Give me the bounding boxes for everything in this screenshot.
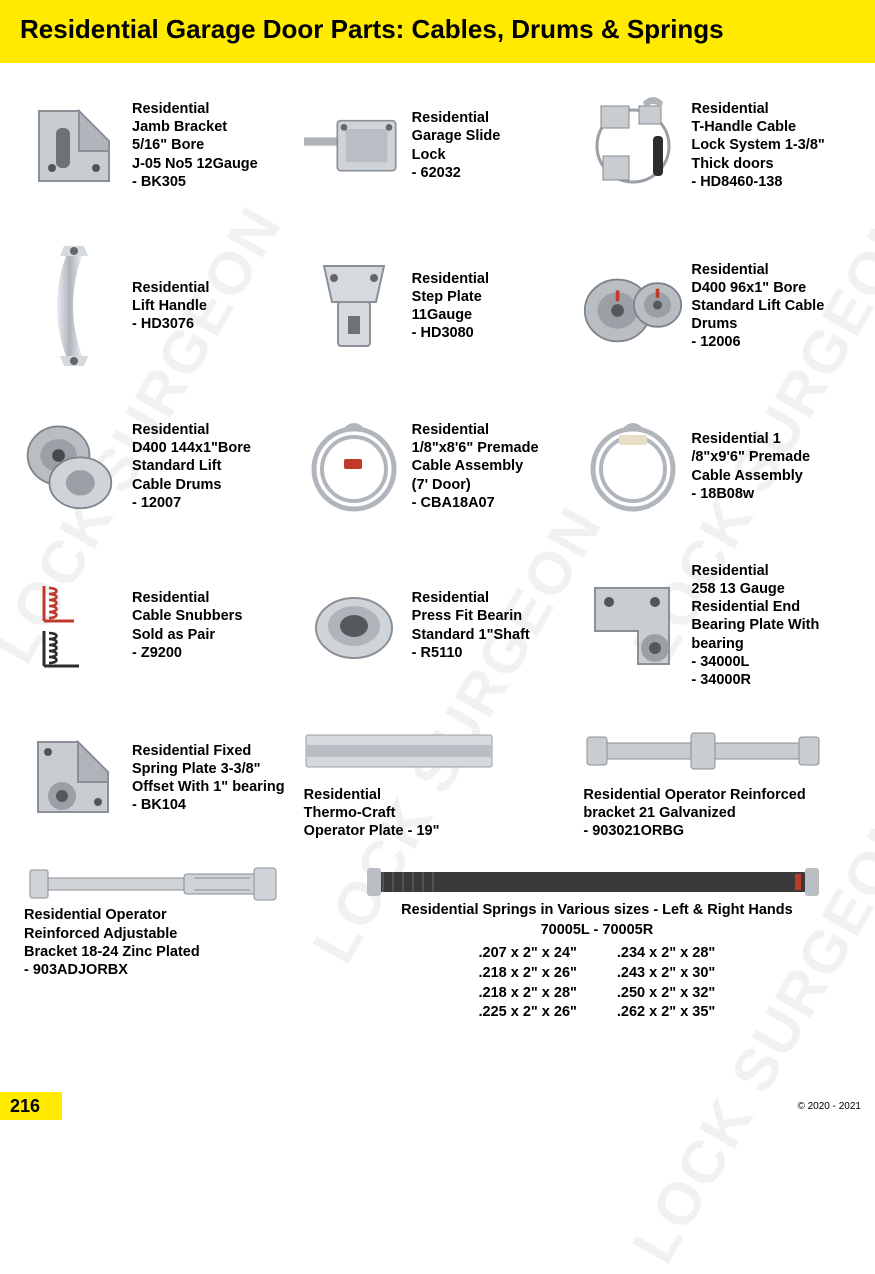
product-icon bbox=[24, 417, 124, 517]
product-icon bbox=[583, 716, 823, 786]
product-desc: Residential Operator Reinforced bracket … bbox=[583, 786, 805, 840]
product-desc: Residential Cable Snubbers Sold as Pair … bbox=[132, 589, 242, 662]
product-desc: Residential Lift Handle - HD3076 bbox=[132, 279, 209, 333]
product-icon bbox=[24, 96, 124, 196]
product-icon bbox=[304, 96, 404, 196]
product-icon bbox=[583, 576, 683, 676]
product-icon bbox=[583, 417, 683, 517]
catalog-row: Residential Cable Snubbers Sold as Pair … bbox=[18, 553, 857, 698]
product-icon bbox=[304, 417, 404, 517]
catalog-item: Residential Thermo-Craft Operator Plate … bbox=[298, 712, 578, 844]
product-desc: Residential Press Fit Bearin Standard 1"… bbox=[412, 589, 530, 662]
springs-sizes: .207 x 2" x 24" .218 x 2" x 26" .218 x 2… bbox=[478, 944, 715, 1022]
catalog-item: Residential Jamb Bracket 5/16" Bore J-05… bbox=[18, 73, 298, 218]
product-desc: Residential D400 96x1" Bore Standard Lif… bbox=[691, 261, 824, 352]
catalog-item: Residential T-Handle Cable Lock System 1… bbox=[577, 73, 857, 218]
product-icon bbox=[24, 576, 124, 676]
product-desc: Residential Step Plate 11Gauge - HD3080 bbox=[412, 270, 489, 343]
product-desc: Residential Thermo-Craft Operator Plate … bbox=[304, 786, 440, 840]
catalog-item: Residential Fixed Spring Plate 3-3/8" Of… bbox=[18, 712, 298, 844]
product-icon bbox=[363, 862, 823, 902]
catalog-row: Residential D400 144x1"Bore Standard Lif… bbox=[18, 394, 857, 539]
page-footer: 216 © 2020 - 2021 bbox=[0, 1092, 875, 1120]
page-number: 216 bbox=[0, 1092, 62, 1120]
product-icon bbox=[24, 728, 124, 828]
catalog-item: Residential Operator Reinforced Adjustab… bbox=[18, 858, 337, 1026]
catalog-content: Residential Jamb Bracket 5/16" Bore J-05… bbox=[0, 63, 875, 1027]
product-desc: Residential 1 /8"x9'6" Premade Cable Ass… bbox=[691, 430, 810, 503]
catalog-row: Residential Operator Reinforced Adjustab… bbox=[18, 858, 857, 1026]
product-desc: Residential Garage Slide Lock - 62032 bbox=[412, 109, 501, 182]
springs-title: Residential Springs in Various sizes - L… bbox=[401, 902, 793, 918]
copyright: © 2020 - 2021 bbox=[797, 1101, 875, 1112]
product-icon bbox=[304, 256, 404, 356]
catalog-item: Residential Cable Snubbers Sold as Pair … bbox=[18, 553, 298, 698]
springs-sizes-col: .234 x 2" x 28" .243 x 2" x 30" .250 x 2… bbox=[617, 944, 715, 1022]
catalog-row: Residential Jamb Bracket 5/16" Bore J-05… bbox=[18, 73, 857, 218]
catalog-item: Residential 258 13 Gauge Residential End… bbox=[577, 553, 857, 698]
springs-codes: 70005L - 70005R bbox=[541, 922, 654, 938]
page-header: Residential Garage Door Parts: Cables, D… bbox=[0, 0, 875, 63]
product-icon bbox=[304, 716, 494, 786]
product-desc: Residential 1/8"x8'6" Premade Cable Asse… bbox=[412, 421, 539, 512]
catalog-row: Residential Fixed Spring Plate 3-3/8" Of… bbox=[18, 712, 857, 844]
product-desc: Residential Fixed Spring Plate 3-3/8" Of… bbox=[132, 742, 285, 815]
product-desc: Residential T-Handle Cable Lock System 1… bbox=[691, 100, 824, 191]
catalog-item: Residential Lift Handle - HD3076 bbox=[18, 232, 298, 380]
catalog-item: Residential D400 96x1" Bore Standard Lif… bbox=[577, 232, 857, 380]
product-desc: Residential D400 144x1"Bore Standard Lif… bbox=[132, 421, 251, 512]
product-icon bbox=[24, 236, 124, 376]
product-desc: Residential 258 13 Gauge Residential End… bbox=[691, 562, 819, 689]
product-icon bbox=[583, 256, 683, 356]
catalog-item-springs: Residential Springs in Various sizes - L… bbox=[337, 858, 857, 1026]
catalog-item: Residential 1/8"x8'6" Premade Cable Asse… bbox=[298, 394, 578, 539]
catalog-item: Residential D400 144x1"Bore Standard Lif… bbox=[18, 394, 298, 539]
catalog-item: Residential Step Plate 11Gauge - HD3080 bbox=[298, 232, 578, 380]
product-desc: Residential Operator Reinforced Adjustab… bbox=[24, 906, 200, 979]
catalog-row: Residential Lift Handle - HD3076 Residen… bbox=[18, 232, 857, 380]
product-icon bbox=[24, 862, 284, 906]
product-desc: Residential Jamb Bracket 5/16" Bore J-05… bbox=[132, 100, 258, 191]
catalog-item: Residential Press Fit Bearin Standard 1"… bbox=[298, 553, 578, 698]
catalog-item: Residential Operator Reinforced bracket … bbox=[577, 712, 857, 844]
catalog-item: Residential Garage Slide Lock - 62032 bbox=[298, 73, 578, 218]
catalog-item: Residential 1 /8"x9'6" Premade Cable Ass… bbox=[577, 394, 857, 539]
springs-sizes-col: .207 x 2" x 24" .218 x 2" x 26" .218 x 2… bbox=[478, 944, 576, 1022]
product-icon bbox=[304, 576, 404, 676]
product-icon bbox=[583, 96, 683, 196]
page-title: Residential Garage Door Parts: Cables, D… bbox=[20, 14, 855, 45]
